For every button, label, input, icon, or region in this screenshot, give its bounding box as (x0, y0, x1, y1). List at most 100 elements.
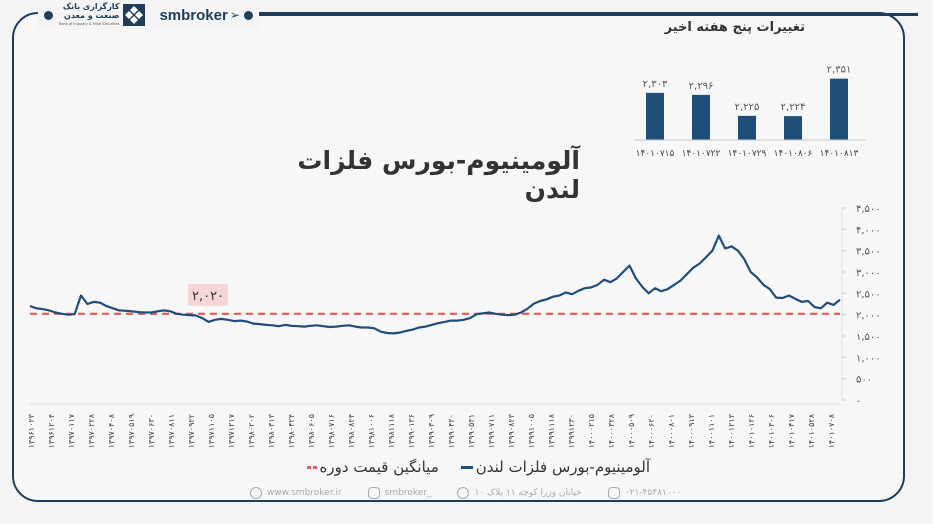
mini-bar-category: ۱۴۰۱۰۷۲۹ (728, 149, 767, 159)
x-tick-label: ۱۳۹۸۱۱۱۸ (387, 413, 396, 448)
instagram-text: smbroker_ (384, 488, 432, 498)
x-tick-label: ۱۳۹۷۰۶۳۰ (147, 414, 156, 448)
x-tick-label: ۱۳۹۹۱۱۱۸ (547, 413, 556, 448)
x-tick-label: ۱۳۹۷۰۵۱۹ (127, 414, 136, 448)
x-tick-label: ۱۳۹۷۱۲۱۷ (227, 413, 236, 448)
average-annotation-box (188, 283, 228, 306)
mini-bar-value: ۲,۲۲۴ (781, 102, 806, 113)
brand-name: smbroker (159, 6, 228, 24)
mini-bar (738, 115, 756, 140)
aluminium-price-line (29, 234, 841, 335)
x-tick-label: ۱۳۹۸۱۰۰۶ (367, 414, 376, 448)
x-tick-label: ۱۴۰۰۰۵۰۹ (627, 414, 636, 448)
mini-bar-category: ۱۴۰۱۰۷۲۲ (682, 149, 721, 159)
x-tick-label: ۱۳۹۶۱۰۲۳ (27, 413, 36, 448)
footer-website[interactable]: www.smbroker.ir (250, 487, 342, 499)
x-tick-label: ۱۳۹۹۰۳۰۹ (427, 414, 436, 448)
x-tick-label: ۱۳۹۶۱۲۰۴ (47, 414, 56, 448)
x-tick-label: ۱۳۹۸۰۸۲۴ (347, 414, 356, 448)
mini-bar-value: ۲,۳۰۳ (643, 79, 668, 90)
x-tick-label: ۱۳۹۹۰۵۳۱ (467, 414, 476, 448)
y-tick-label: ۰ (856, 396, 861, 407)
line-chart: ۰ ۵۰۰ ۱,۰۰۰ ۱,۵۰۰ ۲,۰۰۰ ۲,۵۰۰ ۳,۰۰۰ ۳,۵۰۰ ۴,۰۰۰ ۴… (27, 204, 881, 448)
x-tick-label: ۱۳۹۸۰۶۰۵ (307, 414, 316, 448)
x-tick-label: ۱۳۹۹۰۷۱۱ (487, 414, 496, 448)
mini-bar-category: ۱۴۰۱۰۸۱۳ (820, 149, 859, 159)
bank-logo: کارگزاری بانک صنعت و معدن Bank of Indust… (59, 2, 146, 29)
telephone-icon (607, 487, 620, 499)
x-tick-label: ۱۳۹۹۰۱۳۶ (407, 414, 416, 448)
x-tick-label: ۱۳۹۷۰۹۲۲ (187, 414, 196, 448)
x-tick-label: ۱۴۰۰۰۶۲۰ (647, 414, 656, 448)
header-dot-left (44, 10, 53, 20)
mini-bar (784, 116, 802, 140)
mini-bar (830, 78, 848, 140)
x-tick-label: ۱۳۹۸۰۷۱۶ (327, 414, 336, 448)
bank-name-line2: صنعت و معدن (64, 10, 120, 20)
x-tick-label: ۱۳۹۷۰۴۰۸ (107, 413, 116, 448)
average-annotation-label: ۲,۰۲۰ (192, 289, 224, 304)
bank-emblem-icon (123, 4, 146, 26)
x-tick-label: ۱۴۰۱۰۳۰۶ (767, 414, 776, 448)
x-tick-label: ۱۴۰۰۰۲۱۵ (587, 414, 596, 448)
y-tick-label: ۱,۵۰۰ (856, 332, 881, 343)
x-tick-label: ۱۳۹۸۰۴۲۴ (287, 414, 296, 448)
y-tick-label: ۴,۵۰۰ (856, 204, 881, 215)
x-tick-label: ۱۳۹۷۰۲۲۸ (87, 413, 96, 448)
legend-solid-line-icon (460, 465, 473, 469)
mini-bar-chart: ۲,۳۰۳ ۱۴۰۱۰۷۱۵ ۲,۲۹۶ ۱۴۰۱۰۷۲۲ ۲,۲۲۵ ۱۴۰۱۰۷۲۹ ۲… (634, 65, 866, 159)
instagram-icon (367, 487, 380, 499)
x-tick-label: ۱۳۹۹۱۲۳۰ (567, 414, 576, 448)
mini-bar (692, 94, 710, 140)
legend-average-label: میانگین قیمت دوره (319, 458, 439, 476)
bank-name-en: Bank of Industry & Mine Securities (59, 21, 120, 26)
website-text: www.smbroker.ir (267, 488, 342, 498)
mini-bar-value: ۲,۲۹۶ (689, 81, 714, 92)
legend-series-label: آلومینیوم-بورس فلزات لندن (475, 458, 650, 476)
x-tick-label: ۱۳۹۷۱۱۰۵ (207, 414, 216, 448)
mini-chart-title: تغییرات پنج هفته اخیر (664, 20, 805, 35)
y-tick-label: ۴,۰۰۰ (856, 225, 881, 236)
footer-address: خیابان وزرا کوچه ۱۱ پلاک ۱۰ (457, 487, 582, 499)
chart-legend: آلومینیوم-بورس فلزات لندن میانگین قیمت د… (270, 458, 650, 476)
x-tick-label: ۱۳۹۷۰۱۱۷ (67, 413, 76, 448)
x-tick-label: ۱۳۹۹۱۰۰۵ (527, 414, 536, 448)
x-tick-label: ۱۴۰۰۰۸۰۱ (667, 414, 676, 448)
legend-dashed-line-icon (306, 465, 317, 469)
address-text: خیابان وزرا کوچه ۱۱ پلاک ۱۰ (474, 488, 582, 498)
x-tick-label: ۱۳۹۹۰۴۲۰ (447, 414, 456, 448)
header-dot-right (243, 10, 253, 20)
phone-text: ۰۲۱-۴۵۴۸۱۰۰۰ (624, 488, 682, 498)
x-tick-label: ۱۳۹۸۰۳۱۳ (267, 413, 276, 448)
x-tick-label: ۱۴۰۰۰۹۱۳ (687, 413, 696, 448)
legend-item-series: آلومینیوم-بورس فلزات لندن (460, 458, 650, 476)
x-tick-label: ۱۴۰۰۱۲۱۳ (727, 413, 736, 448)
location-pin-icon (457, 487, 470, 499)
x-tick-label: ۱۴۰۱۰۷۰۸ (827, 413, 836, 448)
x-tick-label: ۱۴۰۱۰۴۱۷ (787, 413, 796, 448)
x-tick-label: ۱۴۰۱۰۵۲۸ (807, 413, 816, 448)
header: کارگزاری بانک صنعت و معدن Bank of Indust… (38, 0, 259, 30)
paper-plane-icon: ➢ (229, 8, 240, 22)
x-tick-label: ۱۳۹۹۰۸۲۳ (507, 413, 516, 448)
y-tick-label: ۳,۰۰۰ (856, 268, 881, 279)
y-tick-label: ۵۰۰ (856, 375, 872, 386)
footer-phone: ۰۲۱-۴۵۴۸۱۰۰۰ (607, 487, 682, 499)
x-tick-label: ۱۴۰۰۰۳۲۸ (607, 413, 616, 448)
main-chart-title: آلومینیوم-بورس فلزات لندن (297, 146, 580, 204)
x-tick-label: ۱۴۰۱۰۱۲۶ (747, 414, 756, 448)
mini-bar-category: ۱۴۰۱۰۷۱۵ (636, 149, 675, 159)
chart-frame (12, 12, 905, 502)
bank-name: کارگزاری بانک صنعت و معدن Bank of Indust… (59, 2, 119, 29)
mini-bar-value: ۲,۳۵۱ (827, 65, 852, 76)
legend-item-average: میانگین قیمت دوره (306, 458, 439, 476)
mini-bar-value: ۲,۲۲۵ (735, 102, 760, 113)
bank-name-line1: کارگزاری بانک (62, 1, 120, 11)
x-tick-label: ۱۳۹۷۰۸۱۱ (167, 414, 176, 448)
x-tick-label: ۱۴۰۰۱۱۰۱ (707, 414, 716, 448)
mini-bar-category: ۱۴۰۱۰۸۰۶ (774, 149, 813, 159)
mini-bar (646, 92, 664, 140)
y-tick-label: ۳,۵۰۰ (856, 247, 881, 258)
footer: www.smbroker.ir smbroker_ خیابان وزرا کو… (250, 487, 681, 499)
footer-instagram[interactable]: smbroker_ (367, 487, 432, 499)
